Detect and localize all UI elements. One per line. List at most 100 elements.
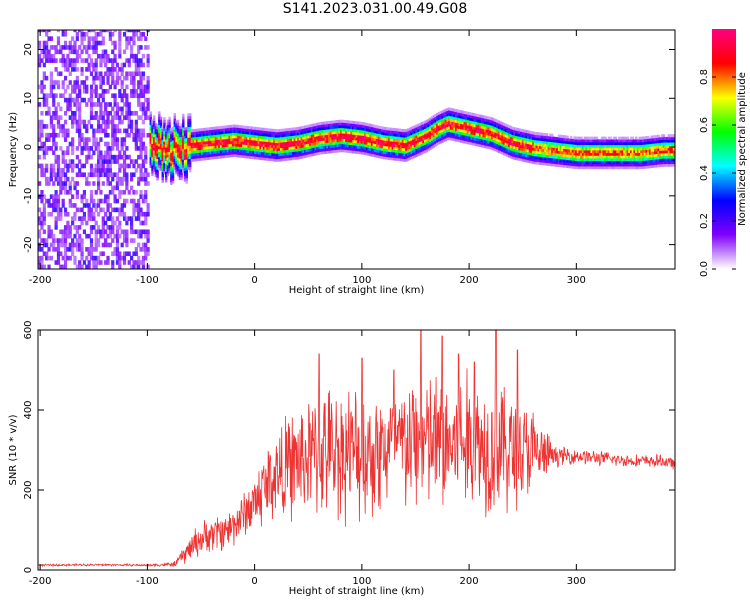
spectrogram-cell — [52, 110, 56, 116]
spectrogram-cell — [106, 163, 110, 169]
spectrogram-cell — [206, 154, 209, 158]
spectrogram-cell — [271, 150, 274, 154]
spectrogram-cell — [164, 171, 168, 175]
spectrogram-cell — [322, 129, 326, 133]
spectrogram-cell — [422, 126, 425, 130]
spectrogram-cell — [113, 80, 117, 85]
spectrogram-cell — [295, 145, 298, 149]
spectrogram-cell — [283, 133, 286, 137]
spectrogram-cell — [141, 102, 146, 107]
spectrogram-cell — [82, 137, 87, 142]
spectrogram-cell — [472, 118, 475, 122]
spectrogram-cell — [432, 131, 436, 135]
spectrogram-cell — [45, 150, 49, 156]
spectrogram-cell — [528, 157, 532, 161]
spectrogram-cell — [576, 147, 580, 151]
spectrogram-cell — [533, 134, 537, 138]
spectrogram-cell — [415, 137, 418, 141]
spectrogram-cell — [295, 156, 298, 160]
spectrogram-cell — [166, 127, 170, 131]
spectrogram-cell — [554, 158, 557, 162]
spectrogram-cell — [535, 142, 538, 146]
spectrogram-cell — [580, 166, 583, 170]
spectrogram-cell — [144, 84, 148, 90]
spectrogram-cell — [487, 137, 490, 141]
spectrogram-cell — [355, 142, 358, 146]
spectrogram-cell — [178, 166, 182, 170]
spectrogram-cell — [73, 115, 77, 120]
spectrogram-cell — [575, 149, 578, 153]
spectrogram-cell — [436, 128, 439, 132]
spectrogram-cell — [511, 126, 514, 130]
spectrogram-cell — [314, 125, 317, 129]
spectrogram-cell — [111, 75, 115, 81]
spectrogram-cell — [307, 151, 310, 155]
spectrogram-cell — [600, 139, 604, 143]
spectrogram-cell — [52, 141, 56, 147]
spectrogram-cell — [489, 127, 492, 131]
spectrogram-cell — [530, 139, 533, 143]
spectrogram-cell — [520, 142, 523, 146]
spectrogram-cell — [63, 260, 68, 265]
spectrogram-cell — [279, 147, 283, 151]
spectrogram-cell — [209, 151, 212, 155]
spectrogram-cell — [566, 140, 569, 144]
spectrogram-cell — [427, 124, 430, 128]
spectrogram-cell — [96, 102, 101, 107]
spectrogram-cell — [54, 132, 58, 138]
spectrogram-cell — [286, 144, 290, 148]
spectrogram-cell — [130, 128, 134, 134]
spectrogram-cell — [291, 135, 295, 139]
spectrogram-cell — [59, 93, 63, 99]
spectrogram-cell — [267, 155, 271, 159]
spectrogram-cell — [514, 138, 518, 142]
spectrogram-cell — [125, 36, 129, 41]
spectrogram-cell — [152, 160, 156, 164]
spectrogram-cell — [540, 132, 544, 136]
spectrogram-cell — [355, 145, 358, 149]
spectrogram-cell — [141, 198, 146, 204]
spectrogram-cell — [237, 151, 240, 155]
spectrogram-cell — [125, 30, 129, 33]
spectrogram-cell — [52, 102, 56, 107]
spectrogram-cell — [638, 142, 641, 146]
spectrogram-cell — [156, 174, 159, 178]
spectrogram-cell — [336, 133, 339, 137]
spectrogram-cell — [327, 139, 331, 143]
spectrogram-cell — [132, 260, 136, 265]
spectrogram-cell — [163, 165, 166, 169]
spectrogram-cell — [370, 142, 374, 146]
spectrogram-cell — [201, 138, 204, 142]
spectrogram-cell — [532, 152, 535, 156]
spectrogram-cell — [149, 159, 152, 163]
spectrogram-cell — [66, 211, 70, 217]
spectrogram-cell — [149, 146, 152, 150]
spectrogram-cell — [144, 168, 148, 173]
spectrogram-cell — [63, 242, 68, 248]
spectrogram-cell — [161, 179, 164, 183]
spectrogram-cell — [71, 216, 75, 221]
spectrogram-cell — [616, 158, 619, 162]
spectrogram-cell — [333, 144, 336, 148]
spectrogram-cell — [297, 140, 300, 144]
spectrogram-cell — [115, 198, 120, 204]
spectrogram-cell — [195, 158, 199, 162]
spectrogram-cell — [432, 139, 436, 143]
spectrogram-cell — [269, 142, 273, 146]
spectrogram-cell — [286, 141, 290, 145]
spectrogram-cell — [75, 31, 79, 37]
spectrogram-cell — [139, 84, 143, 90]
spectrogram-cell — [106, 119, 110, 125]
spectrogram-cell — [398, 136, 401, 140]
spectrogram-cell — [113, 102, 117, 107]
spectrogram-cell — [506, 143, 509, 147]
spectrogram-cell — [190, 129, 194, 133]
spectrogram-cell — [139, 75, 143, 81]
spectrogram-cell — [410, 145, 413, 149]
spectrogram-cell — [243, 147, 247, 151]
spectrogram-cell — [271, 147, 274, 151]
spectrogram-cell — [115, 159, 120, 164]
spectrogram-cell — [63, 181, 68, 186]
spectrogram-cell — [386, 154, 389, 158]
spectrogram-cell — [175, 147, 178, 151]
